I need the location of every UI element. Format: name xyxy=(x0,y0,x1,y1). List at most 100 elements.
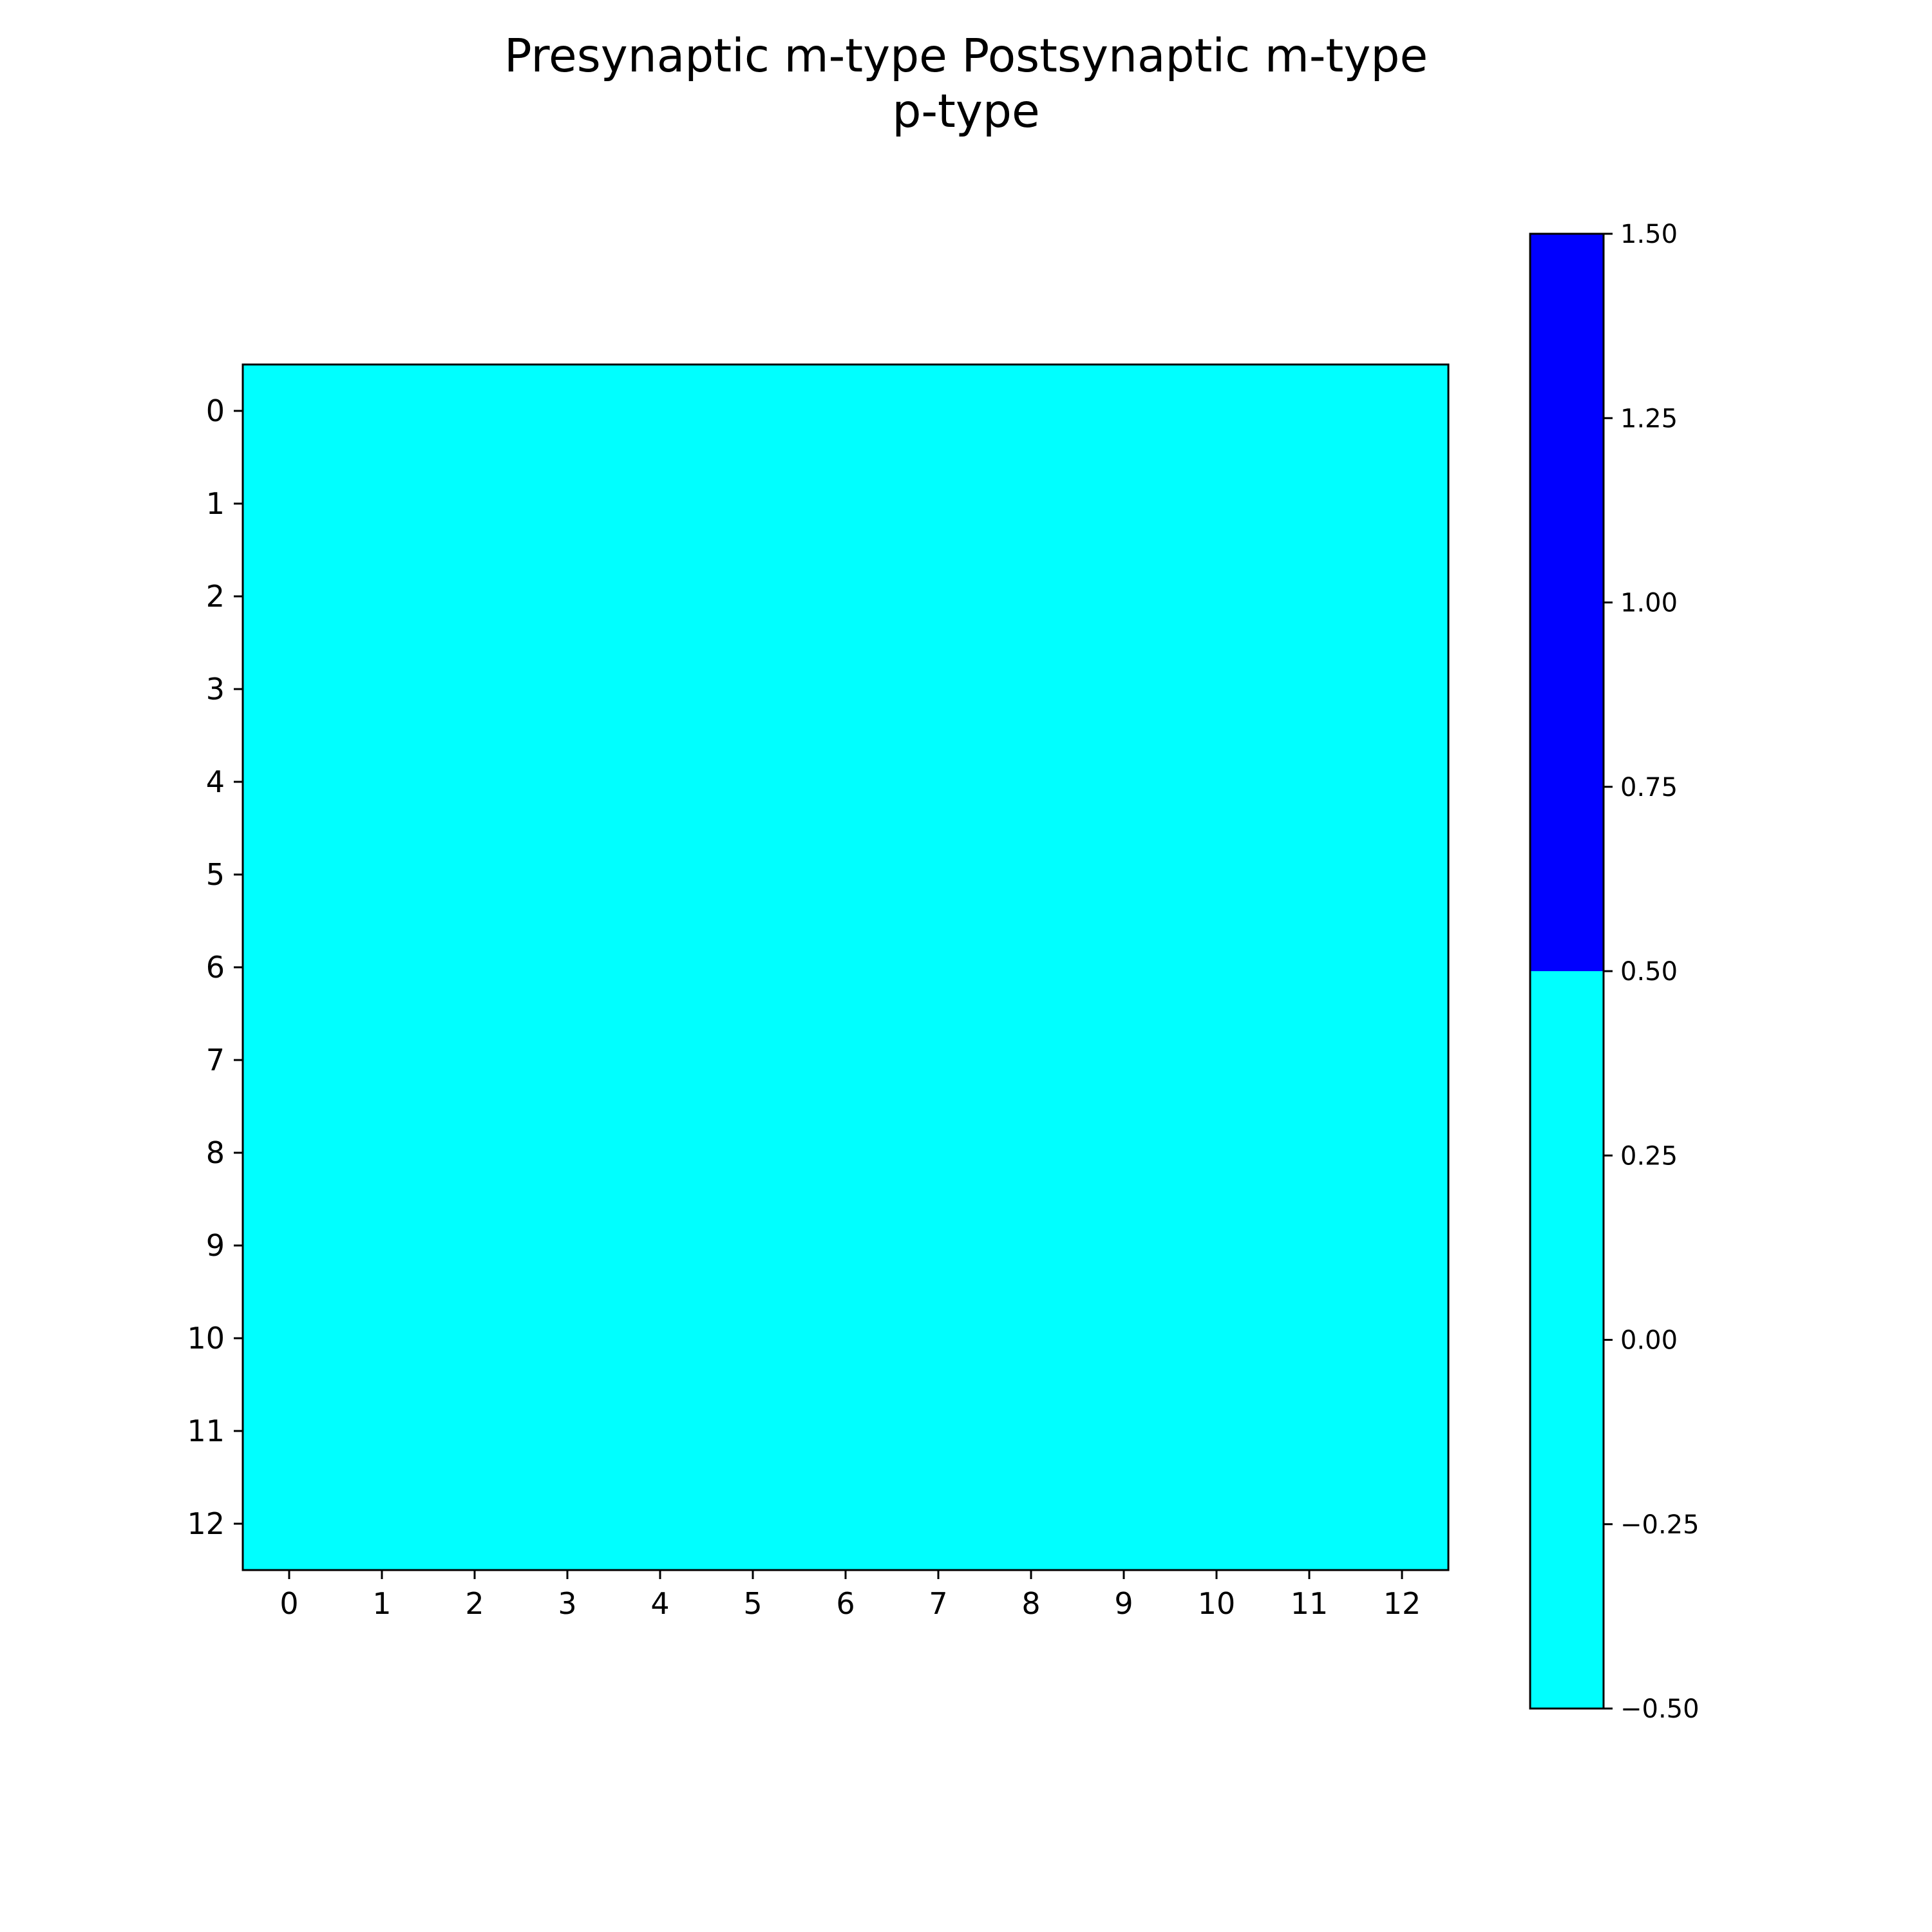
heatmap-cell xyxy=(706,457,800,551)
chart-title-line-1: Presynaptic m-type Postsynaptic m-type xyxy=(504,29,1428,82)
heatmap-cell xyxy=(243,1106,336,1200)
heatmap-cell xyxy=(243,921,336,1014)
heatmap-cell xyxy=(985,1385,1078,1478)
colorbar-segment-low xyxy=(1530,971,1604,1709)
heatmap-cell xyxy=(799,1106,893,1200)
heatmap-cell xyxy=(614,550,707,643)
colorbar-segment-high xyxy=(1530,234,1604,971)
heatmap-cell xyxy=(892,1292,985,1385)
heatmap-cell xyxy=(892,1477,985,1571)
heatmap-cell xyxy=(799,1199,893,1293)
heatmap-cell xyxy=(428,550,522,643)
heatmap-cell xyxy=(336,1106,429,1200)
y-tick-label: 0 xyxy=(206,393,225,428)
heatmap-cell xyxy=(1263,643,1356,736)
colorbar-tick-label: 0.50 xyxy=(1620,957,1678,987)
heatmap-cell xyxy=(1077,1477,1171,1571)
heatmap-cell xyxy=(428,643,522,736)
heatmap-cell xyxy=(428,1292,522,1385)
heatmap-cell xyxy=(985,1199,1078,1293)
y-tick-label: 1 xyxy=(206,486,225,521)
heatmap-cell xyxy=(799,365,893,458)
heatmap-cell xyxy=(1356,457,1449,551)
x-tick-label: 3 xyxy=(558,1586,576,1621)
heatmap-cell xyxy=(1263,1199,1356,1293)
heatmap-cell xyxy=(521,1014,614,1107)
heatmap-cell xyxy=(799,1292,893,1385)
x-axis: 0 1 2 3 4 5 6 7 8 9 10 11 12 xyxy=(279,1570,1421,1621)
heatmap-cell xyxy=(243,1292,336,1385)
y-tick-label: 10 xyxy=(187,1321,225,1356)
heatmap-cell xyxy=(1077,1106,1171,1200)
heatmap-cell xyxy=(1263,1106,1356,1200)
heatmap-cell xyxy=(521,1106,614,1200)
heatmap-cell xyxy=(1263,921,1356,1014)
heatmap-cell xyxy=(614,1199,707,1293)
colorbar-tick-label: −0.25 xyxy=(1620,1510,1700,1540)
heatmap-cell xyxy=(1077,828,1171,922)
y-tick-label: 5 xyxy=(206,857,225,892)
heatmap-cell xyxy=(892,1385,985,1478)
heatmap-cell xyxy=(243,1477,336,1571)
heatmap-cell xyxy=(521,921,614,1014)
heatmap-cell xyxy=(336,828,429,922)
colorbar-tick-label: 0.00 xyxy=(1620,1326,1678,1356)
heatmap-cell xyxy=(1170,1106,1264,1200)
heatmap-cell xyxy=(892,643,985,736)
heatmap-cell xyxy=(706,365,800,458)
heatmap-cell xyxy=(1077,735,1171,829)
heatmap-cell xyxy=(1077,365,1171,458)
heatmap-cell xyxy=(892,921,985,1014)
heatmap-cell xyxy=(1263,1292,1356,1385)
heatmap-cell xyxy=(521,735,614,829)
heatmap-cell xyxy=(1077,1385,1171,1478)
heatmap-cell xyxy=(1170,643,1264,736)
heatmap-cell xyxy=(1356,735,1449,829)
y-tick-label: 12 xyxy=(187,1506,225,1541)
heatmap-cell xyxy=(614,1292,707,1385)
heatmap-cell xyxy=(1356,365,1449,458)
chart-title-line-2: p-type xyxy=(892,84,1039,138)
heatmap-cell xyxy=(1170,735,1264,829)
heatmap-cell xyxy=(1356,828,1449,922)
y-tick-label: 8 xyxy=(206,1135,225,1170)
y-tick-label: 7 xyxy=(206,1043,225,1077)
heatmap-cell xyxy=(799,1477,893,1571)
x-tick-label: 1 xyxy=(372,1586,391,1621)
heatmap-cell xyxy=(521,1199,614,1293)
heatmap-cell xyxy=(1170,1014,1264,1107)
heatmap-cell xyxy=(1263,457,1356,551)
heatmap-cell xyxy=(243,643,336,736)
heatmap-cell xyxy=(243,1385,336,1478)
heatmap-cell xyxy=(243,457,336,551)
heatmap-cell xyxy=(985,457,1078,551)
x-tick-label: 8 xyxy=(1021,1586,1040,1621)
colorbar-tick-label: 0.75 xyxy=(1620,773,1678,802)
x-tick-label: 11 xyxy=(1291,1586,1329,1621)
y-tick-label: 11 xyxy=(187,1414,225,1448)
heatmap-cell xyxy=(614,643,707,736)
heatmap-cell xyxy=(1356,1292,1449,1385)
heatmap-cell xyxy=(892,1199,985,1293)
heatmap-cell xyxy=(428,735,522,829)
colorbar-tick-label: 1.25 xyxy=(1620,404,1678,433)
heatmap-cell xyxy=(336,1385,429,1478)
heatmap-cell xyxy=(706,1385,800,1478)
heatmap-cell xyxy=(336,1292,429,1385)
heatmap-cell xyxy=(985,1477,1078,1571)
x-tick-label: 12 xyxy=(1383,1586,1421,1621)
heatmap-cell xyxy=(1356,1199,1449,1293)
heatmap-cell xyxy=(985,1292,1078,1385)
heatmap-cell xyxy=(706,1292,800,1385)
heatmap-cell xyxy=(985,1014,1078,1107)
colorbar-tick-label: 0.25 xyxy=(1620,1141,1678,1171)
heatmap-cell xyxy=(521,365,614,458)
x-tick-label: 4 xyxy=(650,1586,669,1621)
heatmap-cell xyxy=(521,643,614,736)
heatmap-cell xyxy=(1170,1477,1264,1571)
heatmap-cell xyxy=(428,365,522,458)
heatmap-cell xyxy=(1263,365,1356,458)
heatmap-cell xyxy=(706,828,800,922)
